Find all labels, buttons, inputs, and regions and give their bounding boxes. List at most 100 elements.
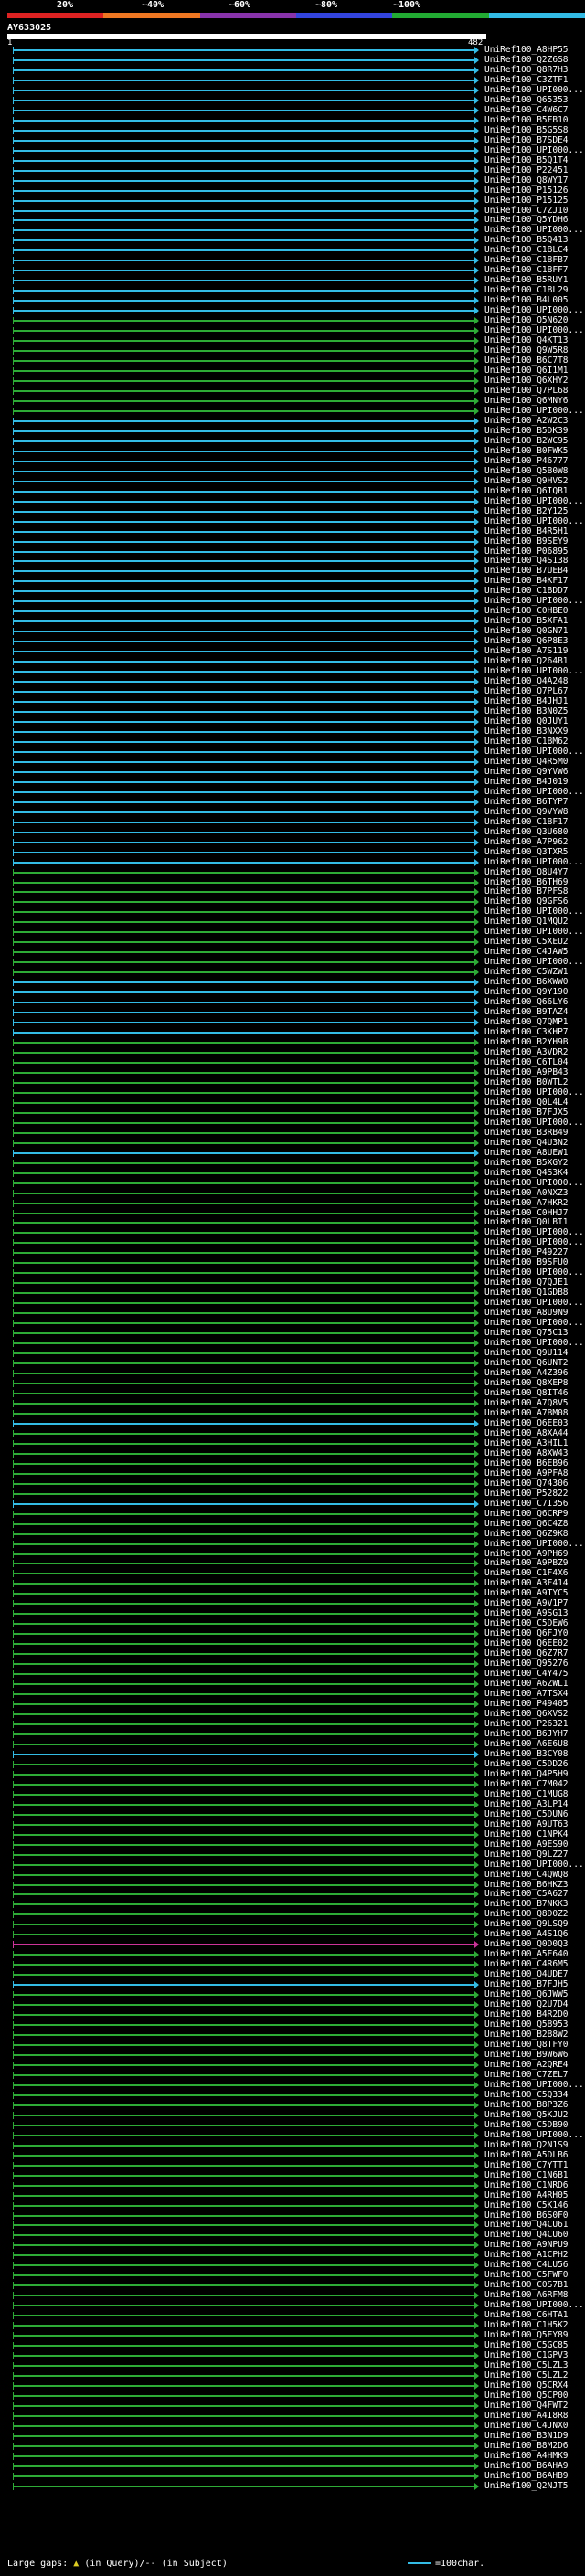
hit-label-link[interactable]: UniRef100_Q2N1S9: [484, 2139, 569, 2150]
hit-label-link[interactable]: UniRef100_Q5KJU2: [484, 2109, 569, 2120]
hit-row[interactable]: UniRef100_C4W6C7: [0, 105, 585, 115]
hit-label-link[interactable]: UniRef100_A8XW43: [484, 1447, 569, 1458]
hit-row[interactable]: UniRef100_A6E6U8: [0, 1739, 585, 1749]
hit-row[interactable]: UniRef100_UPI000...: [0, 85, 585, 95]
hit-label-link[interactable]: UniRef100_Q5YDH6: [484, 215, 569, 226]
hit-row[interactable]: UniRef100_UPI000...: [0, 1338, 585, 1348]
hit-row[interactable]: UniRef100_A9SG13: [0, 1608, 585, 1618]
hit-row[interactable]: UniRef100_Q8U4Y7: [0, 867, 585, 877]
hit-row[interactable]: UniRef100_Q66LY6: [0, 997, 585, 1007]
hit-row[interactable]: UniRef100_Q4KT13: [0, 335, 585, 345]
hit-label-link[interactable]: UniRef100_Q264B1: [484, 656, 569, 667]
hit-row[interactable]: UniRef100_Q6P8E3: [0, 636, 585, 646]
hit-label-link[interactable]: UniRef100_C7ZJ10: [484, 205, 569, 216]
hit-label-link[interactable]: UniRef100_UPI000...: [484, 1338, 584, 1349]
hit-row[interactable]: UniRef100_C5WZW1: [0, 967, 585, 977]
hit-row[interactable]: UniRef100_Q7PL67: [0, 686, 585, 696]
hit-row[interactable]: UniRef100_A6RFM8: [0, 2290, 585, 2300]
hit-label-link[interactable]: UniRef100_UPI000...: [484, 1859, 584, 1870]
hit-row[interactable]: UniRef100_C4Y475: [0, 1669, 585, 1679]
hit-row[interactable]: UniRef100_A4I8R8: [0, 2411, 585, 2421]
hit-row[interactable]: UniRef100_C5LZL3: [0, 2360, 585, 2370]
hit-label-link[interactable]: UniRef100_A7P962: [484, 836, 569, 847]
hit-row[interactable]: UniRef100_UPI000...: [0, 857, 585, 867]
hit-label-link[interactable]: UniRef100_B6S0F0: [484, 2210, 569, 2221]
hit-row[interactable]: UniRef100_C0HBE0: [0, 606, 585, 616]
hit-row[interactable]: UniRef100_B6JYH7: [0, 1729, 585, 1739]
hit-row[interactable]: UniRef100_Q95276: [0, 1659, 585, 1669]
hit-row[interactable]: UniRef100_Q6Z7R7: [0, 1648, 585, 1659]
hit-row[interactable]: UniRef100_Q5N620: [0, 315, 585, 325]
hit-row[interactable]: UniRef100_Q7PL68: [0, 386, 585, 396]
hit-label-link[interactable]: UniRef100_UPI000...: [484, 1298, 584, 1309]
hit-row[interactable]: UniRef100_C5K146: [0, 2200, 585, 2210]
hit-row[interactable]: UniRef100_B9SFU0: [0, 1257, 585, 1267]
hit-label-link[interactable]: UniRef100_C4W6C7: [484, 104, 569, 115]
hit-row[interactable]: UniRef100_UPI000...: [0, 596, 585, 606]
hit-row[interactable]: UniRef100_Q4S3K4: [0, 1168, 585, 1178]
hit-label-link[interactable]: UniRef100_Q6IQB1: [484, 485, 569, 496]
hit-label-link[interactable]: UniRef100_C1BDD7: [484, 586, 569, 597]
hit-row[interactable]: UniRef100_Q0LBI1: [0, 1217, 585, 1227]
hit-label-link[interactable]: UniRef100_B5Q413: [484, 235, 569, 246]
hit-row[interactable]: UniRef100_Q6JWW5: [0, 1989, 585, 1999]
hit-label-link[interactable]: UniRef100_A9PB43: [484, 1066, 569, 1077]
hit-label-link[interactable]: UniRef100_A9PBZ9: [484, 1558, 569, 1569]
hit-row[interactable]: UniRef100_B7FJX5: [0, 1108, 585, 1118]
hit-row[interactable]: UniRef100_P15126: [0, 186, 585, 196]
hit-row[interactable]: UniRef100_A3F414: [0, 1578, 585, 1588]
hit-row[interactable]: UniRef100_Q8TFY0: [0, 2040, 585, 2050]
hit-row[interactable]: UniRef100_Q7QMP1: [0, 1017, 585, 1027]
hit-row[interactable]: UniRef100_Q5B0W8: [0, 466, 585, 476]
hit-label-link[interactable]: UniRef100_B6C7T8: [484, 355, 569, 366]
hit-label-link[interactable]: UniRef100_Q7QMP1: [484, 1017, 569, 1028]
hit-row[interactable]: UniRef100_B3CY08: [0, 1749, 585, 1759]
hit-row[interactable]: UniRef100_Q4CU61: [0, 2220, 585, 2230]
hit-label-link[interactable]: UniRef100_B4KF17: [484, 576, 569, 587]
hit-row[interactable]: UniRef100_C1H5K2: [0, 2320, 585, 2330]
hit-label-link[interactable]: UniRef100_B4R2D0: [484, 2009, 569, 2020]
hit-label-link[interactable]: UniRef100_B7SDE4: [484, 134, 569, 145]
hit-label-link[interactable]: UniRef100_UPI000...: [484, 84, 584, 95]
hit-row[interactable]: UniRef100_B5FB10: [0, 115, 585, 125]
hit-label-link[interactable]: UniRef100_C1NRD6: [484, 2179, 569, 2190]
hit-label-link[interactable]: UniRef100_UPI000...: [484, 2129, 584, 2140]
hit-row[interactable]: UniRef100_UPI000...: [0, 406, 585, 416]
hit-label-link[interactable]: UniRef100_C4JNX0: [484, 2420, 569, 2431]
hit-label-link[interactable]: UniRef100_P49405: [484, 1699, 569, 1710]
hit-label-link[interactable]: UniRef100_Q9LZ27: [484, 1849, 569, 1860]
hit-label-link[interactable]: UniRef100_UPI000...: [484, 1177, 584, 1188]
hit-row[interactable]: UniRef100_P06895: [0, 546, 585, 557]
hit-row[interactable]: UniRef100_B6XWW0: [0, 977, 585, 987]
hit-label-link[interactable]: UniRef100_Q4S3K4: [484, 1167, 569, 1178]
hit-label-link[interactable]: UniRef100_UPI000...: [484, 1087, 584, 1097]
hit-row[interactable]: UniRef100_B7NKK3: [0, 1899, 585, 1909]
hit-row[interactable]: UniRef100_UPI000...: [0, 1318, 585, 1328]
hit-row[interactable]: UniRef100_B6AHA9: [0, 2461, 585, 2471]
hit-label-link[interactable]: UniRef100_A7Q8V5: [484, 1397, 569, 1408]
hit-row[interactable]: UniRef100_B5XGY2: [0, 1158, 585, 1168]
hit-label-link[interactable]: UniRef100_UPI000...: [484, 144, 584, 155]
hit-label-link[interactable]: UniRef100_Q4A248: [484, 676, 569, 687]
hit-row[interactable]: UniRef100_B8P3Z6: [0, 2100, 585, 2110]
hit-label-link[interactable]: UniRef100_B7UEB4: [484, 566, 569, 577]
hit-label-link[interactable]: UniRef100_Q9W5R8: [484, 345, 569, 356]
hit-label-link[interactable]: UniRef100_A8HP55: [484, 45, 569, 55]
hit-row[interactable]: UniRef100_Q8R7H3: [0, 65, 585, 75]
hit-label-link[interactable]: UniRef100_B7PFS8: [484, 886, 569, 897]
hit-row[interactable]: UniRef100_A7TSX4: [0, 1689, 585, 1699]
hit-row[interactable]: UniRef100_A7HKR2: [0, 1198, 585, 1208]
hit-row[interactable]: UniRef100_C1F4X6: [0, 1568, 585, 1578]
hit-label-link[interactable]: UniRef100_A8U9N9: [484, 1308, 569, 1319]
hit-label-link[interactable]: UniRef100_Q6EE03: [484, 1417, 569, 1428]
hit-row[interactable]: UniRef100_C4JNX0: [0, 2421, 585, 2431]
hit-row[interactable]: UniRef100_C5FWF0: [0, 2270, 585, 2280]
hit-label-link[interactable]: UniRef100_C7I356: [484, 1498, 569, 1509]
hit-row[interactable]: UniRef100_UPI000...: [0, 305, 585, 315]
hit-label-link[interactable]: UniRef100_B6AHB9: [484, 2470, 569, 2481]
hit-row[interactable]: UniRef100_C1BLC4: [0, 245, 585, 255]
hit-label-link[interactable]: UniRef100_C3KHP7: [484, 1027, 569, 1038]
hit-label-link[interactable]: UniRef100_B9W6W6: [484, 2050, 569, 2060]
hit-label-link[interactable]: UniRef100_B3CY08: [484, 1748, 569, 1759]
hit-label-link[interactable]: UniRef100_A6E6U8: [484, 1738, 569, 1749]
